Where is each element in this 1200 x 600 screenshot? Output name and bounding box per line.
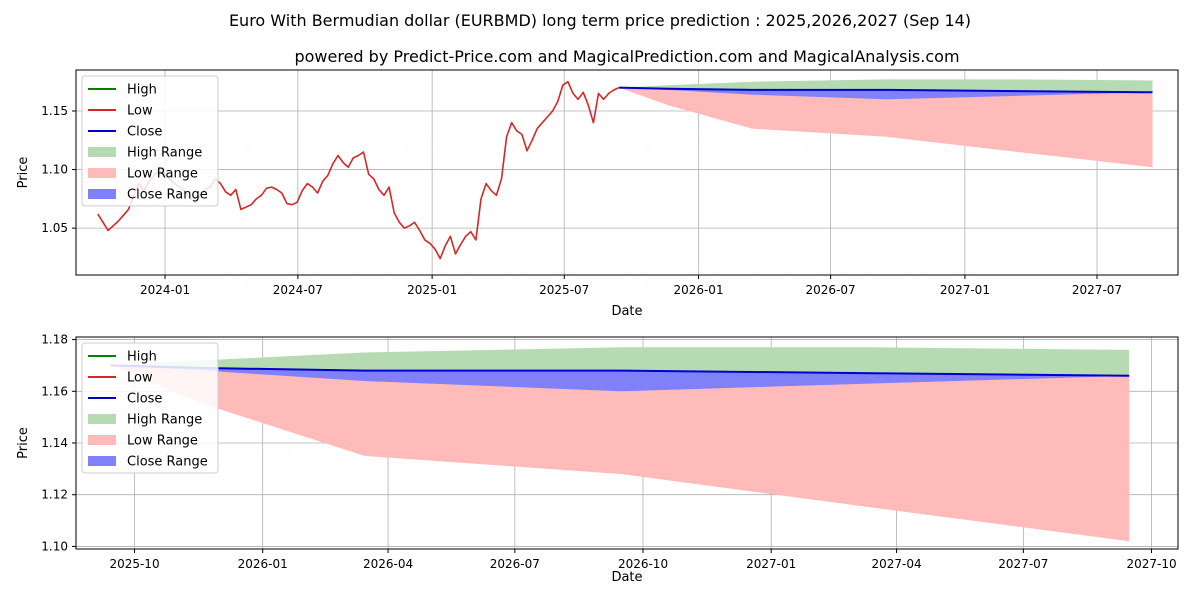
legend-entry: Low Range [127,434,198,449]
bottom-panel: Predict-Price.comPredict-Price.com2025-1… [16,333,1179,585]
x-tick-label: 2026-01 [238,557,288,571]
legend-swatch-patch [88,435,116,445]
x-tick-label: 2026-07 [490,557,540,571]
x-tick-label: 2027-04 [872,557,922,571]
legend-swatch-patch [88,147,116,157]
legend-swatch-patch [88,456,116,466]
low-range-area [619,87,1153,168]
y-tick-label: 1.10 [41,163,68,177]
y-tick-label: 1.16 [41,384,68,398]
chart-subtitle: powered by Predict-Price.com and Magical… [294,47,959,66]
low-range-area [110,365,1130,542]
watermark-text: Predict-Price.com [617,261,982,310]
x-axis-label: Date [611,304,642,319]
legend-entry: Close [127,125,162,140]
legend-entry: Close [127,392,162,407]
y-axis-label: Price [16,157,31,189]
x-tick-label: 2024-01 [140,283,190,297]
legend: High Low Close High Range Low Range Close Ran… [81,342,219,474]
y-tick-label: 1.15 [41,104,68,118]
x-tick-label: 2027-10 [1126,557,1176,571]
chart-title: Euro With Bermudian dollar (EURBMD) long… [229,11,971,30]
close-line [618,86,1153,94]
legend-swatch-patch [88,189,116,199]
legend-entry: High [127,83,157,98]
y-tick-label: 1.10 [41,539,68,553]
x-tick-label: 2026-10 [618,557,668,571]
legend-entry: Close Range [127,455,208,470]
legend-entry: High Range [127,146,202,161]
x-tick-label: 2025-01 [407,283,457,297]
legend: High Low Close High Range Low Range Close Ran… [81,75,219,207]
legend-entry: High Range [127,413,202,428]
x-tick-label: 2025-07 [539,283,589,297]
x-tick-label: 2027-07 [1072,283,1122,297]
legend-entry: Low [127,371,153,386]
x-tick-label: 2027-01 [746,557,796,571]
y-tick-label: 1.12 [41,488,68,502]
y-tick-label: 1.05 [41,221,68,235]
x-tick-label: 2025-10 [109,557,159,571]
high-range-area [110,347,1130,376]
plot-frame [75,69,1179,276]
y-tick-label: 1.18 [41,333,68,347]
x-tick-label: 2026-07 [806,283,856,297]
legend-entry: Close Range [127,188,208,203]
legend-entry: Low Range [127,167,198,182]
legend-swatch-patch [88,168,116,178]
x-tick-label: 2027-07 [998,557,1048,571]
close-range-area [110,365,1130,392]
legend-entry: Low [127,104,153,119]
y-tick-label: 1.14 [41,436,68,450]
x-axis-label: Date [611,570,642,585]
legend-swatch-patch [88,414,116,424]
x-tick-label: 2027-01 [940,283,990,297]
x-tick-label: 2026-01 [673,283,723,297]
y-axis-label: Price [16,427,31,459]
top-panel: Predict-Price.com Predict-Price.comPredic… [16,69,1179,319]
x-tick-label: 2024-07 [273,283,323,297]
x-tick-label: 2026-04 [363,557,413,571]
legend-entry: High [127,350,157,365]
